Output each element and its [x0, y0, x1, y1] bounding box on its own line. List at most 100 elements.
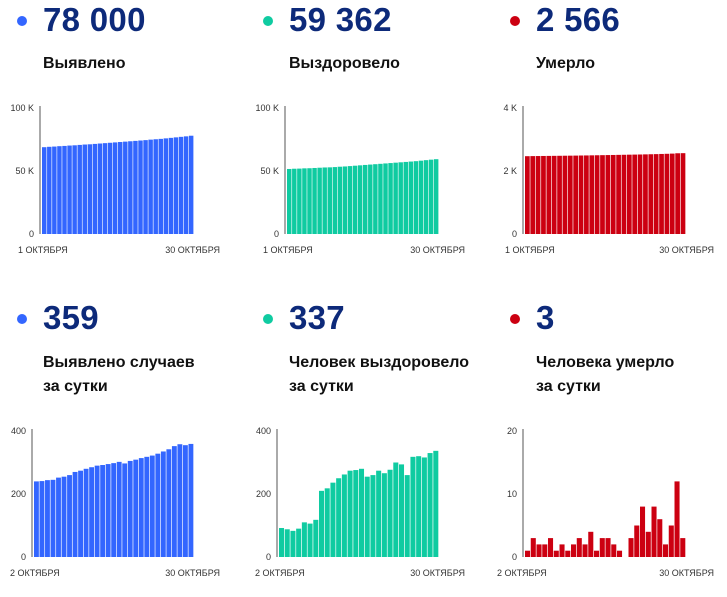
bar	[337, 166, 343, 234]
panel-recovered-daily: 337 Человек выздоровело за сутки 0 200 400…	[245, 298, 485, 597]
y-tick-label: 0	[512, 229, 517, 239]
x-start-label: 2 ОКТЯБРЯ	[255, 568, 305, 578]
bar	[77, 144, 82, 234]
bar	[138, 458, 144, 557]
legend-dot	[510, 314, 520, 324]
bar	[578, 155, 584, 234]
bar	[67, 475, 72, 557]
legend-dot	[263, 314, 273, 324]
bar	[383, 163, 388, 234]
bar	[313, 519, 319, 557]
legend-dot	[510, 16, 520, 26]
bar	[363, 164, 368, 234]
bar	[530, 156, 536, 234]
bar	[680, 538, 686, 557]
bar	[352, 165, 358, 234]
bar	[573, 155, 579, 234]
panel-recovered-total: 59 362 Выздоровело 0 50 K 100 K 1 ОКТЯБРЯ 30…	[245, 0, 485, 290]
bar	[416, 456, 422, 557]
bar	[287, 168, 292, 234]
stat-label: Умерло	[536, 55, 595, 72]
bar	[302, 168, 307, 234]
bar	[82, 144, 87, 234]
panel-detected-daily: 359 Выявлено случаев за сутки 0 200 400 2 О…	[0, 298, 240, 597]
bar	[410, 456, 416, 557]
bar	[149, 455, 155, 557]
bar	[301, 522, 307, 557]
bar	[634, 525, 640, 557]
bar	[155, 453, 161, 557]
bar	[107, 142, 113, 234]
bar	[589, 155, 595, 234]
stat-value: 59 362	[289, 1, 392, 38]
bar	[158, 138, 163, 234]
bar	[160, 451, 166, 557]
panel-deaths-total: 2 566 Умерло 0 2 K 4 K 1 ОКТЯБРЯ 30 ОКТЯБРЯ	[487, 0, 727, 290]
bar	[542, 544, 548, 557]
x-end-label: 30 ОКТЯБРЯ	[165, 568, 220, 578]
bar	[680, 153, 686, 234]
bar	[525, 156, 530, 234]
bar	[364, 476, 370, 557]
bar	[188, 135, 194, 234]
stat-value: 359	[43, 299, 99, 336]
bar	[57, 146, 62, 234]
stat-value: 78 000	[43, 1, 146, 38]
y-tick-label: 10	[507, 489, 517, 499]
x-start-label: 1 ОКТЯБРЯ	[505, 245, 555, 255]
bar	[52, 146, 57, 234]
bar	[600, 155, 605, 234]
bar	[133, 140, 138, 234]
y-tick-label: 0	[29, 229, 34, 239]
bar	[83, 468, 89, 557]
bar	[78, 470, 83, 557]
bar	[376, 470, 382, 557]
bar	[56, 477, 61, 557]
bar	[675, 153, 680, 234]
bar	[548, 538, 554, 557]
panel-deaths-daily: 3 Человека умерло за сутки 0 10 20 2 ОКТЯБР…	[487, 298, 727, 597]
chart-recovered-daily: 0 200 400 2 ОКТЯБРЯ 30 ОКТЯБРЯ	[255, 426, 465, 578]
bar	[133, 459, 139, 557]
bar	[653, 154, 659, 234]
bar	[621, 154, 627, 234]
bar	[640, 506, 646, 557]
bar	[546, 155, 552, 234]
bar	[178, 136, 184, 234]
bar	[166, 449, 172, 557]
bar	[594, 550, 600, 557]
bar	[279, 528, 285, 557]
x-end-label: 30 ОКТЯБРЯ	[659, 245, 714, 255]
bar	[536, 544, 542, 557]
bar	[393, 162, 398, 234]
bar	[72, 471, 78, 557]
bar	[398, 162, 403, 234]
bar	[359, 468, 365, 557]
bar	[342, 166, 348, 234]
bar	[324, 488, 330, 557]
bar	[535, 156, 541, 234]
bar	[428, 159, 434, 234]
bar	[102, 143, 108, 234]
bar	[127, 460, 133, 557]
bar	[541, 155, 546, 234]
bar	[584, 155, 589, 234]
bar	[565, 550, 571, 557]
chart-detected-daily: 0 200 400 2 ОКТЯБРЯ 30 ОКТЯБРЯ	[10, 426, 220, 578]
stat-label: Человек выздоровело за сутки	[289, 354, 470, 395]
bar	[404, 475, 410, 557]
y-tick-label: 50 K	[260, 166, 279, 176]
y-tick-label: 50 K	[15, 166, 34, 176]
bar	[97, 143, 103, 234]
bar	[663, 544, 669, 557]
bar	[317, 167, 322, 234]
bar	[582, 544, 588, 557]
bar	[588, 531, 594, 557]
bar	[370, 475, 376, 557]
bar	[373, 164, 378, 234]
bar	[433, 450, 439, 557]
bar	[576, 538, 582, 557]
bar	[664, 153, 670, 234]
bar	[296, 528, 302, 557]
bar	[112, 142, 118, 234]
